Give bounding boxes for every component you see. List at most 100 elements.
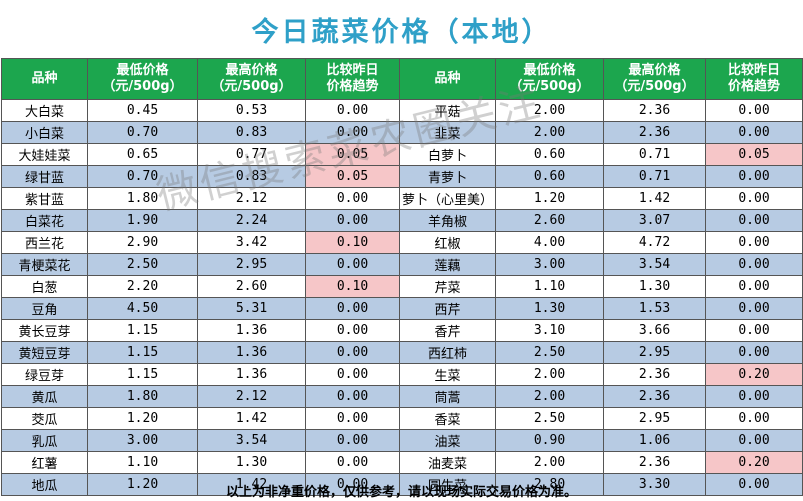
trend-cell: 0.00 bbox=[705, 253, 803, 276]
vegetable-name: 白萝卜 bbox=[399, 143, 496, 166]
table-body: 大白菜 0.45 0.53 0.00 平菇 2.00 2.36 0.00 小白菜 0.70 0.83… bbox=[1, 99, 803, 496]
price-cell: 5.31 bbox=[197, 297, 306, 320]
price-cell: 1.30 bbox=[197, 451, 306, 474]
vegetable-name: 绿甘蓝 bbox=[1, 165, 88, 188]
column-header: 最高价格 （元/500g） bbox=[603, 58, 706, 100]
table-row: 红薯 1.10 1.30 0.00 油麦菜 2.00 2.36 0.20 bbox=[1, 451, 803, 474]
vegetable-name: 圆生菜 bbox=[399, 473, 496, 496]
table-row: 黄瓜 1.80 2.12 0.00 茼蒿 2.00 2.36 0.00 bbox=[1, 385, 803, 408]
price-cell: 1.36 bbox=[197, 319, 306, 342]
price-cell: 0.70 bbox=[87, 165, 198, 188]
vegetable-name: 白葱 bbox=[1, 275, 88, 298]
column-header: 最低价格 （元/500g） bbox=[495, 58, 604, 100]
price-cell: 0.77 bbox=[197, 143, 306, 166]
vegetable-name: 韭菜 bbox=[399, 121, 496, 144]
price-cell: 0.45 bbox=[87, 99, 198, 122]
trend-cell: 0.00 bbox=[305, 473, 400, 496]
price-cell: 2.50 bbox=[87, 253, 198, 276]
vegetable-name: 大娃娃菜 bbox=[1, 143, 88, 166]
vegetable-name: 黄长豆芽 bbox=[1, 319, 88, 342]
price-cell: 2.00 bbox=[495, 451, 604, 474]
price-cell: 0.60 bbox=[495, 165, 604, 188]
vegetable-name: 紫甘蓝 bbox=[1, 187, 88, 210]
trend-cell: 0.00 bbox=[705, 319, 803, 342]
price-cell: 1.20 bbox=[87, 473, 198, 496]
price-cell: 0.83 bbox=[197, 165, 306, 188]
vegetable-name: 地瓜 bbox=[1, 473, 88, 496]
trend-cell: 0.00 bbox=[305, 363, 400, 386]
price-cell: 2.36 bbox=[603, 121, 706, 144]
trend-cell: 0.00 bbox=[305, 253, 400, 276]
trend-cell: 0.00 bbox=[305, 209, 400, 232]
trend-cell: 0.00 bbox=[305, 341, 400, 364]
price-cell: 1.06 bbox=[603, 429, 706, 452]
trend-cell: 0.00 bbox=[705, 407, 803, 430]
price-cell: 1.30 bbox=[495, 297, 604, 320]
price-cell: 2.12 bbox=[197, 385, 306, 408]
price-cell: 3.66 bbox=[603, 319, 706, 342]
price-cell: 0.90 bbox=[495, 429, 604, 452]
price-cell: 1.36 bbox=[197, 341, 306, 364]
price-cell: 2.00 bbox=[495, 385, 604, 408]
table-row: 乳瓜 3.00 3.54 0.00 油菜 0.90 1.06 0.00 bbox=[1, 429, 803, 452]
vegetable-name: 黄瓜 bbox=[1, 385, 88, 408]
price-cell: 0.70 bbox=[87, 121, 198, 144]
price-table: 品种 最低价格 （元/500g） 最高价格 （元/500g） 比较昨日 价格趋势 品种 最低价格… bbox=[1, 58, 803, 496]
price-cell: 2.60 bbox=[495, 209, 604, 232]
trend-cell: 0.00 bbox=[705, 275, 803, 298]
trend-cell: 0.20 bbox=[705, 451, 803, 474]
trend-cell: 0.20 bbox=[705, 363, 803, 386]
vegetable-name: 西兰花 bbox=[1, 231, 88, 254]
vegetable-name: 香芹 bbox=[399, 319, 496, 342]
table-row: 黄短豆芽 1.15 1.36 0.00 西红柿 2.50 2.95 0.00 bbox=[1, 341, 803, 364]
vegetable-name: 白菜花 bbox=[1, 209, 88, 232]
table-row: 青梗菜花 2.50 2.95 0.00 莲藕 3.00 3.54 0.00 bbox=[1, 253, 803, 276]
table-row: 绿豆芽 1.15 1.36 0.00 生菜 2.00 2.36 0.20 bbox=[1, 363, 803, 386]
trend-cell: 0.10 bbox=[305, 231, 400, 254]
price-cell: 0.53 bbox=[197, 99, 306, 122]
vegetable-name: 乳瓜 bbox=[1, 429, 88, 452]
vegetable-name: 红椒 bbox=[399, 231, 496, 254]
price-cell: 3.54 bbox=[197, 429, 306, 452]
price-cell: 3.30 bbox=[603, 473, 706, 496]
vegetable-name: 大白菜 bbox=[1, 99, 88, 122]
price-cell: 3.00 bbox=[495, 253, 604, 276]
price-cell: 4.72 bbox=[603, 231, 706, 254]
vegetable-name: 黄短豆芽 bbox=[1, 341, 88, 364]
price-cell: 0.71 bbox=[603, 143, 706, 166]
footer-note: 以上为非净重价格，仅供参考，请以现场实际交易价格为准。 bbox=[225, 484, 577, 500]
price-cell: 1.36 bbox=[197, 363, 306, 386]
column-header: 品种 bbox=[1, 58, 88, 100]
price-cell: 0.60 bbox=[495, 143, 604, 166]
column-header: 品种 bbox=[399, 58, 496, 100]
price-cell: 1.10 bbox=[87, 451, 198, 474]
price-cell: 2.36 bbox=[603, 99, 706, 122]
price-cell: 2.95 bbox=[603, 341, 706, 364]
column-header: 最低价格 （元/500g） bbox=[87, 58, 198, 100]
price-cell: 2.20 bbox=[87, 275, 198, 298]
trend-cell: 0.10 bbox=[305, 275, 400, 298]
price-cell: 2.00 bbox=[495, 99, 604, 122]
price-cell: 1.53 bbox=[603, 297, 706, 320]
trend-cell: 0.00 bbox=[705, 297, 803, 320]
column-header: 比较昨日 价格趋势 bbox=[305, 58, 400, 100]
trend-cell: 0.00 bbox=[705, 473, 803, 496]
vegetable-name: 青萝卜 bbox=[399, 165, 496, 188]
price-cell: 3.07 bbox=[603, 209, 706, 232]
trend-cell: 0.00 bbox=[705, 429, 803, 452]
table-row: 绿甘蓝 0.70 0.83 0.05 青萝卜 0.60 0.71 0.00 bbox=[1, 165, 803, 188]
header-row: 品种 最低价格 （元/500g） 最高价格 （元/500g） 比较昨日 价格趋势 品种 最低价格… bbox=[1, 58, 803, 100]
vegetable-name: 西红柿 bbox=[399, 341, 496, 364]
trend-cell: 0.00 bbox=[705, 231, 803, 254]
price-cell: 1.20 bbox=[87, 407, 198, 430]
vegetable-name: 小白菜 bbox=[1, 121, 88, 144]
price-cell: 1.20 bbox=[495, 187, 604, 210]
trend-cell: 0.05 bbox=[705, 143, 803, 166]
vegetable-name: 生菜 bbox=[399, 363, 496, 386]
vegetable-name: 豆角 bbox=[1, 297, 88, 320]
price-cell: 3.00 bbox=[87, 429, 198, 452]
price-cell: 2.12 bbox=[197, 187, 306, 210]
trend-cell: 0.00 bbox=[305, 121, 400, 144]
vegetable-name: 油麦菜 bbox=[399, 451, 496, 474]
vegetable-name: 绿豆芽 bbox=[1, 363, 88, 386]
